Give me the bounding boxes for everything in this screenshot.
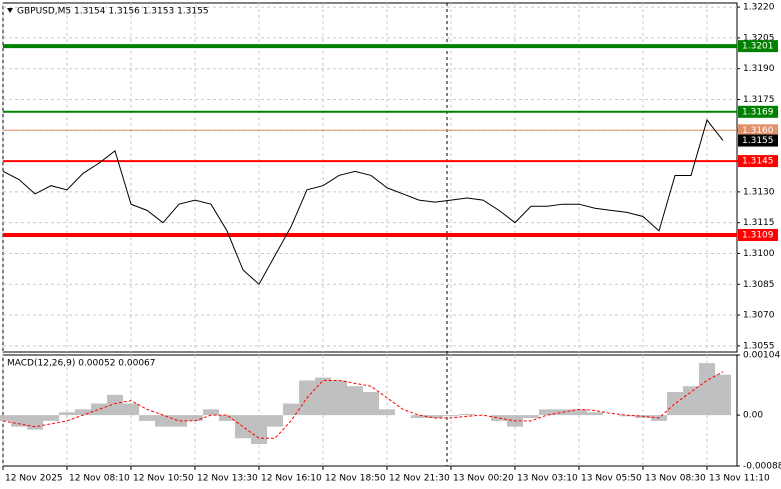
y-tick-label: 1.3190 — [743, 64, 775, 74]
macd-bar — [347, 386, 363, 416]
macd-bar — [187, 415, 203, 421]
macd-bar — [123, 403, 139, 416]
x-tick-label: 13 Nov 11:10 — [709, 474, 770, 484]
macd-bar — [683, 386, 699, 416]
x-tick-label: 13 Nov 03:10 — [517, 474, 578, 484]
macd-bar — [203, 409, 219, 416]
y-tick-label: 0.00104 — [743, 351, 780, 361]
macd-bar — [331, 380, 347, 416]
level-label-box — [738, 124, 778, 137]
x-tick-label: 12 Nov 13:30 — [197, 474, 258, 484]
y-tick-label: 1.3175 — [743, 95, 775, 105]
y-tick-label: 1.3085 — [743, 280, 775, 290]
macd-bar — [443, 415, 459, 417]
macd-bar — [0, 415, 11, 421]
macd-bar — [11, 415, 27, 427]
level-label: 1.3160 — [742, 126, 774, 136]
y-tick-label: 0.00 — [743, 411, 763, 421]
macd-bar — [75, 409, 91, 416]
y-tick-label: 1.3055 — [743, 341, 775, 351]
level-label-box — [738, 134, 778, 147]
y-tick-label: 1.3100 — [743, 249, 775, 259]
macd-bar — [59, 412, 75, 416]
macd-bar — [155, 415, 171, 427]
macd-bar — [91, 403, 107, 416]
macd-bar — [587, 412, 603, 416]
macd-bar — [251, 415, 267, 445]
signal-line — [2, 371, 724, 439]
price-line — [2, 118, 724, 286]
macd-bar — [459, 413, 475, 416]
level-label-box — [738, 155, 778, 168]
macd-bar — [171, 415, 187, 427]
level-label-box — [738, 228, 778, 241]
x-tick-label: 12 Nov 21:30 — [389, 474, 450, 484]
macd-bar — [27, 415, 43, 430]
level-label: 1.3155 — [742, 136, 774, 146]
level-label: 1.3201 — [742, 42, 774, 52]
macd-bar — [219, 415, 235, 421]
y-tick-label: 1.3130 — [743, 187, 775, 197]
macd-bar — [363, 392, 379, 416]
level-label: 1.3109 — [742, 230, 774, 240]
level-label: 1.3145 — [742, 157, 774, 167]
level-label-box — [738, 105, 778, 118]
macd-bar — [699, 363, 715, 416]
macd-bar — [43, 415, 59, 421]
macd-bar — [667, 392, 683, 416]
chart-title: GBPUSD,M5 1.3154 1.3156 1.3153 1.3155 — [17, 7, 209, 17]
main-panel — [2, 2, 738, 353]
y-tick-label: -0.00088 — [743, 462, 781, 472]
macd-bar — [107, 394, 123, 416]
y-tick-label: 1.3115 — [743, 218, 775, 228]
level-label: 1.3169 — [742, 107, 774, 117]
x-tick-label: 13 Nov 08:30 — [645, 474, 706, 484]
y-tick-label: 1.3220 — [743, 3, 775, 13]
y-tick-label: 1.3205 — [743, 33, 775, 43]
macd-bar — [571, 409, 587, 416]
macd-bar — [379, 409, 395, 416]
x-tick-label: 13 Nov 05:50 — [581, 474, 642, 484]
x-tick-label: 13 Nov 00:20 — [453, 474, 514, 484]
x-tick-label: 12 Nov 2025 — [5, 474, 63, 484]
macd-bar — [523, 415, 539, 419]
macd-bar — [267, 415, 283, 427]
x-tick-label: 12 Nov 10:50 — [133, 474, 194, 484]
level-label-box — [738, 40, 778, 53]
macd-bar — [411, 415, 427, 419]
macd-bar — [235, 415, 251, 439]
title-arrow — [7, 8, 13, 13]
macd-bar — [139, 415, 155, 421]
macd-bar — [539, 409, 555, 416]
macd-bar — [283, 403, 299, 416]
macd-bar — [427, 415, 443, 419]
macd-bar — [315, 377, 331, 416]
y-tick-label: 1.3070 — [743, 311, 775, 321]
x-tick-label: 12 Nov 16:10 — [261, 474, 322, 484]
macd-bar — [619, 415, 635, 417]
macd-title: MACD(12,26,9) 0.00052 0.00067 — [7, 359, 156, 369]
x-tick-label: 12 Nov 08:10 — [69, 474, 130, 484]
x-tick-label: 12 Nov 18:50 — [325, 474, 386, 484]
macd-bar — [715, 374, 731, 416]
